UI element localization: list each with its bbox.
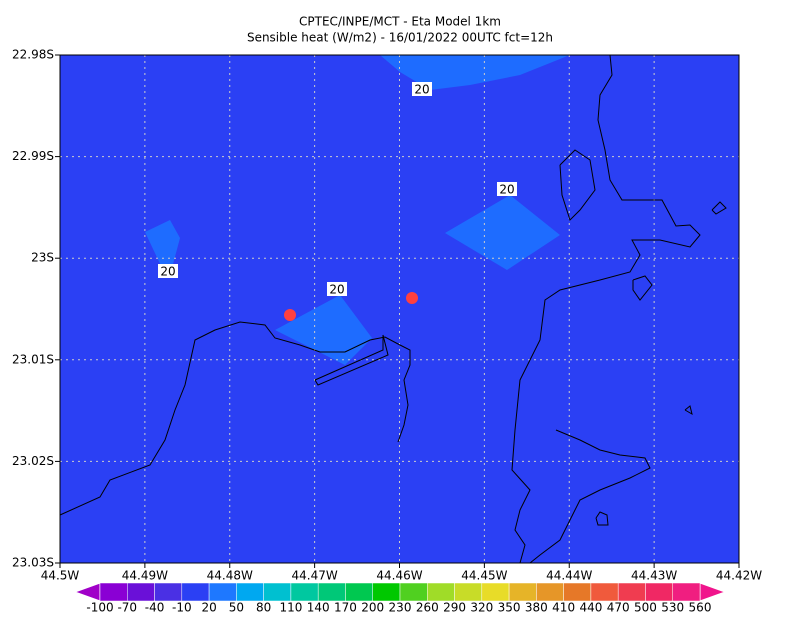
contour-label: 20	[414, 83, 429, 97]
colorbar-label: -40	[145, 601, 165, 615]
colorbar-label: 230	[389, 601, 412, 615]
y-tick-label: 23.03S	[12, 556, 54, 570]
colorbar-swatch	[563, 582, 592, 602]
colorbar-label: 530	[661, 601, 684, 615]
colorbar-swatch	[208, 582, 237, 602]
colorbar-label: 290	[443, 601, 466, 615]
colorbar-label: 170	[334, 601, 357, 615]
colorbar-swatch	[236, 582, 264, 602]
colorbar-swatch	[454, 582, 483, 602]
colorbar-swatch	[508, 582, 537, 602]
colorbar-swatch	[672, 582, 701, 602]
contour-label: 20	[160, 265, 175, 279]
x-tick-label: 44.45W	[461, 569, 507, 583]
coast-line	[529, 429, 651, 564]
x-tick-label: 44.47W	[292, 569, 338, 583]
colorbar-label: 140	[307, 601, 330, 615]
colorbar-swatch	[536, 582, 564, 602]
contour-area	[380, 55, 570, 90]
island	[711, 201, 727, 215]
y-tick-label: 23.01S	[12, 352, 54, 366]
colorbar-arrow-low	[73, 582, 101, 602]
colorbar-label: 80	[256, 601, 271, 615]
colorbar-label: -100	[86, 601, 113, 615]
contour-label: 20	[329, 283, 344, 297]
y-tick-label: 22.99S	[12, 149, 54, 163]
y-tick-label: 23.02S	[12, 454, 54, 468]
colorbar-label: 440	[579, 601, 602, 615]
colorbar-label: 470	[607, 601, 630, 615]
colorbar-swatch	[617, 582, 646, 602]
x-tick-label: 44.48W	[207, 569, 253, 583]
colorbar-arrow-high	[699, 582, 727, 602]
coast-line	[59, 321, 411, 516]
colorbar-label: 350	[498, 601, 521, 615]
x-tick-label: 44.44W	[546, 569, 592, 583]
colorbar-label: 110	[279, 601, 302, 615]
x-tick-label: 44.46W	[376, 569, 422, 583]
island	[632, 275, 653, 301]
contour-area	[275, 295, 372, 365]
colorbar-swatch	[399, 582, 428, 602]
colorbar-swatch	[645, 582, 673, 602]
station-marker	[406, 292, 418, 304]
station-marker	[284, 309, 296, 321]
colorbar-swatch	[372, 582, 401, 602]
coast-line	[511, 54, 701, 564]
x-tick-label: 44.42W	[716, 569, 762, 583]
axes: 44.5W 44.49W 44.48W 44.47W 44.46W 44.45W 44.44…	[12, 48, 762, 583]
x-tick-label: 44.43W	[631, 569, 677, 583]
contour-area	[445, 195, 560, 270]
title-line: CPTEC/INPE/MCT - Eta Model 1km	[299, 15, 501, 29]
contour-label-box	[497, 182, 517, 196]
contour-label-box	[158, 264, 178, 278]
colorbar: -100 -70 -40 -10 20 50 80 110 140 170 200 230 260 290…	[73, 582, 727, 615]
colorbar-label: 260	[416, 601, 439, 615]
colorbar-swatch	[481, 582, 510, 602]
colorbar-swatch	[345, 582, 373, 602]
colorbar-swatch	[263, 582, 292, 602]
contour-label-box	[327, 282, 347, 296]
colorbar-swatch	[427, 582, 455, 602]
colorbar-label: 320	[470, 601, 493, 615]
colorbar-label: 410	[552, 601, 575, 615]
contours	[145, 55, 570, 365]
island	[684, 405, 693, 416]
x-tick-label: 44.5W	[41, 569, 80, 583]
colorbar-label: 500	[634, 601, 657, 615]
colorbar-swatch	[317, 582, 346, 602]
colorbar-swatch	[154, 582, 183, 602]
coastline	[59, 54, 727, 564]
y-tick-label: 23S	[31, 251, 54, 265]
colorbar-swatch	[127, 582, 155, 602]
colorbar-label: -10	[172, 601, 192, 615]
island	[595, 511, 609, 526]
y-tick-label: 22.98S	[12, 48, 54, 62]
colorbar-swatch	[290, 582, 319, 602]
colorbar-label: 20	[201, 601, 216, 615]
colorbar-swatch	[99, 582, 128, 602]
contour-area	[145, 220, 180, 268]
colorbar-label: 560	[689, 601, 712, 615]
colorbar-swatch	[590, 582, 619, 602]
colorbar-label: 380	[525, 601, 548, 615]
coast-line	[559, 149, 596, 221]
colorbar-label: 50	[229, 601, 244, 615]
x-tick-label: 44.49W	[122, 569, 168, 583]
jetty	[314, 334, 389, 386]
contour-label: 20	[499, 183, 514, 197]
title-line: Sensible heat (W/m2) - 16/01/2022 00UTC …	[247, 31, 553, 45]
colorbar-label: -70	[117, 601, 137, 615]
contour-label-box	[412, 82, 432, 96]
contour-labels: 20 20 20 20	[158, 82, 517, 297]
colorbar-label: 200	[361, 601, 384, 615]
colorbar-swatch	[181, 582, 210, 602]
